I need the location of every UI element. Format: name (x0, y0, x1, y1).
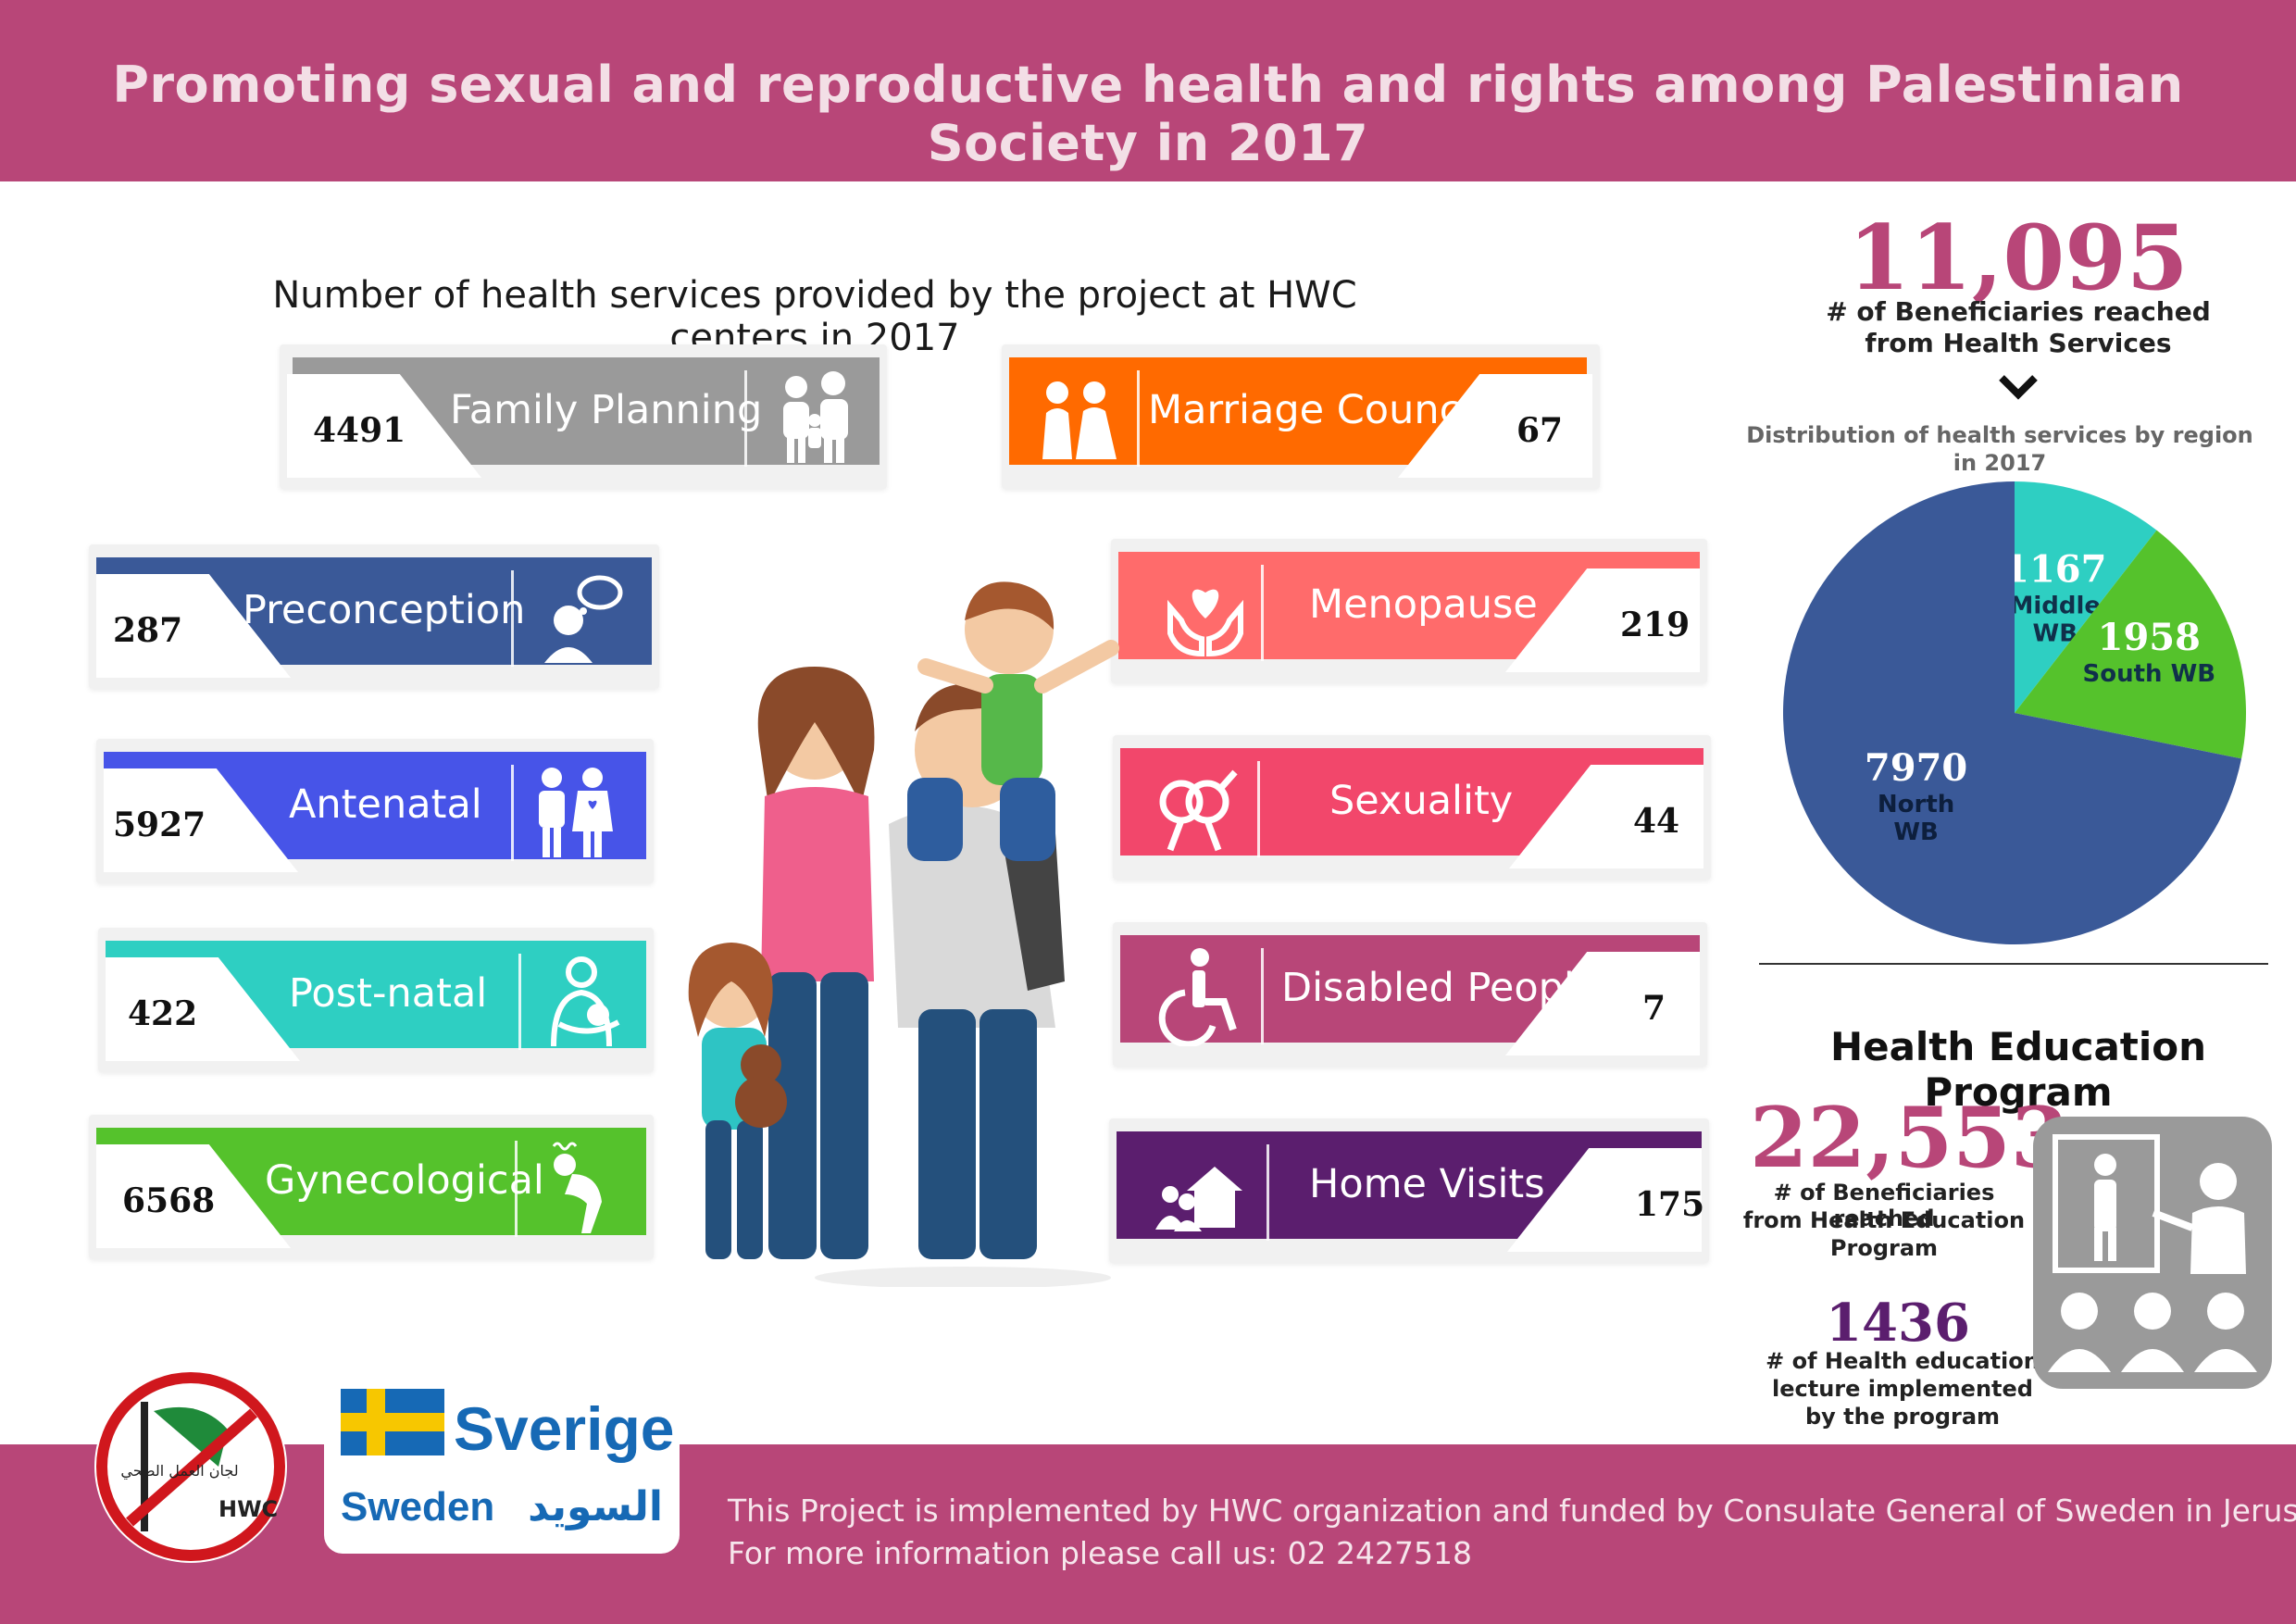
education-lec-line-2: lecture implemented (1772, 1376, 2033, 1402)
card-separator (511, 570, 514, 667)
pie-slice (1783, 481, 2242, 944)
beneficiaries-total: 11,095 (1848, 206, 2189, 310)
preconception-label: Preconception (243, 587, 526, 633)
card-antenatal: 5927 Antenatal (96, 739, 654, 883)
disabled-people-value: 7 (1642, 989, 1666, 1028)
parents-icon (539, 768, 613, 857)
card-separator (1267, 1144, 1269, 1241)
education-lec-line-1: # of Health education (1766, 1348, 2040, 1374)
card-separator (511, 765, 514, 861)
home-visits-value: 175 (1635, 1185, 1705, 1224)
pie-region-label: WB (1893, 818, 1938, 846)
section-divider (1759, 963, 2268, 965)
post-natal-label: Post-natal (289, 970, 488, 1017)
card-menopause: 219 Menopause (1111, 539, 1707, 683)
family-planning-value: 4491 (313, 411, 406, 450)
sexuality-label: Sexuality (1329, 778, 1514, 824)
lecture-icon (2033, 1117, 2272, 1389)
footer-line-1: This Project is implemented by HWC organ… (728, 1493, 2296, 1529)
education-ben-line-1: # of Beneficiaries reached (1773, 1180, 1995, 1231)
card-sexuality: 44 Sexuality (1113, 735, 1711, 880)
pie-caption-2: in 2017 (1953, 450, 2047, 476)
disabled-people-label: Disabled People (1281, 965, 1600, 1011)
pie-slice (2015, 530, 2246, 759)
sweden-logo: Sverige Sweden السويد (324, 1374, 680, 1554)
gynecological-value: 6568 (122, 1181, 216, 1220)
sweden-arabic-text: السويد (528, 1483, 663, 1530)
family-planning-label: Family Planning (450, 387, 763, 433)
pie-region-label: South WB (2083, 660, 2216, 688)
marriage-council-value: 67 (1516, 411, 1564, 450)
card-separator (518, 954, 521, 1050)
heart-hands-icon (1167, 589, 1243, 657)
pie-caption-1: Distribution of health services by regio… (1746, 422, 2253, 448)
card-separator (1137, 370, 1140, 467)
card-home-visits: 175 Home Visits (1109, 1118, 1709, 1263)
mother-baby-icon (551, 956, 620, 1047)
education-lec-line-3: by the program (1804, 1404, 2001, 1430)
home-visit-icon (1155, 1167, 1242, 1231)
pie-value-label: 1958 (2098, 616, 2201, 659)
card-gynecological: 6568 Gynecological (89, 1115, 654, 1259)
menopause-value: 219 (1620, 606, 1691, 644)
beneficiaries-caption-2: from Health Services (1865, 328, 2172, 358)
pie-value-label: 7970 (1865, 746, 1967, 790)
hwc-logo-label: HWC (218, 1496, 278, 1522)
health-education-title: Health Education Program (1829, 1024, 2207, 1115)
card-disabled-people: 7 Disabled People (1113, 922, 1707, 1067)
pain-icon (552, 1142, 602, 1233)
home-visits-label: Home Visits (1309, 1161, 1545, 1207)
pie-slice (2015, 481, 2157, 713)
card-separator (1257, 761, 1260, 857)
pie-region-label: North (1878, 791, 1954, 818)
card-separator (1261, 565, 1264, 661)
footer-line-2: For more information please call us: 02 … (728, 1535, 1472, 1571)
family-icon (783, 371, 848, 463)
education-lectures: 1436 (1826, 1293, 1970, 1354)
pie-value-label: 1167 (2003, 547, 2106, 591)
chevron-down-icon (1999, 375, 2038, 400)
header-bar: Promoting sexual and reproductive health… (0, 0, 2296, 181)
marriage-council-label: Marriage Council (1148, 387, 1484, 433)
card-family-planning: 4491 Family Planning (280, 344, 887, 489)
beneficiaries-caption-1: # of Beneficiaries reached (1826, 296, 2211, 327)
card-preconception: 287 Preconception (89, 544, 659, 689)
antenatal-label: Antenatal (289, 781, 482, 828)
card-marriage-council: 67 Marriage Council (1002, 344, 1600, 489)
gynecological-label: Gynecological (265, 1157, 544, 1204)
card-separator (1261, 948, 1264, 1044)
card-post-natal: 422 Post-natal (98, 928, 654, 1072)
family-illustration (688, 581, 1119, 1287)
menopause-label: Menopause (1309, 581, 1538, 628)
gender-icon (1159, 769, 1238, 852)
sexuality-value: 44 (1633, 802, 1680, 841)
education-ben-line-2: from Health Education (1742, 1207, 2026, 1233)
card-separator (515, 1141, 518, 1237)
hwc-logo: HWC لجان العمل الصحي (89, 1365, 293, 1568)
preconception-value: 287 (113, 611, 183, 650)
page-title: Promoting sexual and reproductive health… (112, 56, 2184, 172)
couple-icon (1042, 381, 1117, 459)
hwc-logo-arabic: لجان العمل الصحي (120, 1462, 238, 1480)
education-beneficiaries: 22,553 (1750, 1089, 2069, 1187)
sverige-text: Sverige (454, 1394, 674, 1463)
wheelchair-icon (1158, 948, 1237, 1046)
sweden-text: Sweden (341, 1484, 494, 1530)
thinking-woman-icon (544, 575, 623, 663)
antenatal-value: 5927 (113, 806, 206, 844)
education-ben-line-3: Program (1829, 1235, 1939, 1261)
services-subtitle: Number of health services provided by th… (272, 274, 1357, 359)
post-natal-value: 422 (128, 994, 198, 1033)
pie-region-label: Middle (2010, 592, 2102, 619)
card-separator (744, 370, 747, 467)
